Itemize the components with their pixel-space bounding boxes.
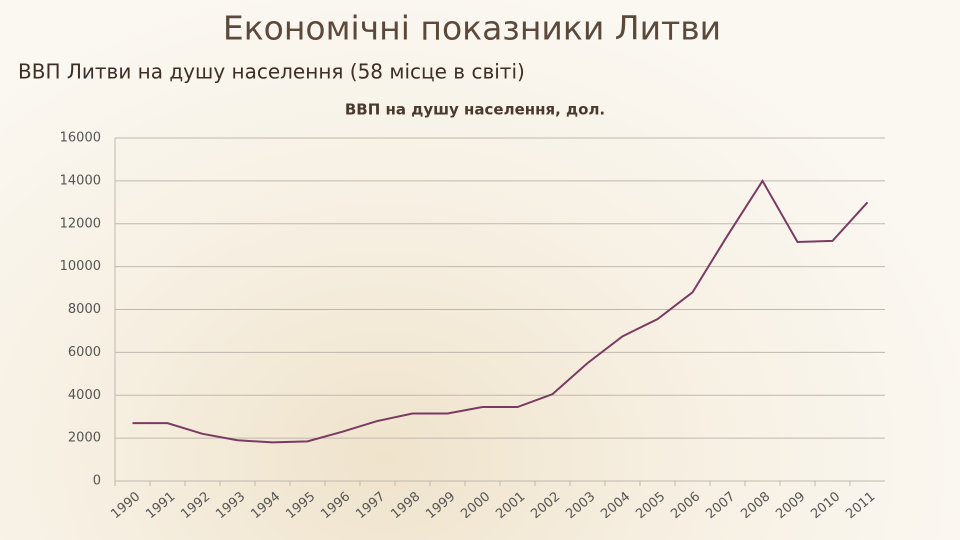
x-tick-label: 2010 [808, 489, 843, 522]
x-tick-label: 1996 [318, 489, 353, 522]
x-tick-label: 2000 [458, 489, 493, 522]
y-tick-label: 14000 [60, 173, 101, 188]
x-tick-label: 1991 [143, 489, 178, 522]
y-tick-label: 4000 [68, 388, 101, 403]
x-tick-label: 2005 [633, 489, 668, 522]
x-tick-label: 1997 [353, 489, 388, 522]
y-tick-label: 8000 [68, 302, 101, 317]
x-tick-label: 1995 [283, 489, 318, 522]
y-tick-label: 12000 [60, 216, 101, 231]
slide-title: Економічні показники Литви [223, 9, 721, 48]
slide-subtitle: ВВП Литви на душу населення (58 місце в … [18, 60, 525, 84]
x-tick-label: 2006 [668, 489, 703, 522]
x-tick-label: 2004 [598, 489, 633, 522]
x-tick-label: 1992 [178, 489, 213, 522]
x-tick-label: 2007 [703, 489, 738, 522]
y-tick-label: 0 [93, 474, 101, 489]
data-line [132, 178, 869, 444]
chart-title: ВВП на душу населення, дол. [345, 101, 605, 119]
x-tick-label: 2003 [563, 489, 598, 522]
y-tick-label: 16000 [60, 131, 101, 146]
x-tick-label: 1994 [248, 489, 283, 522]
x-tick-label: 1993 [213, 489, 248, 522]
x-tick-label: 2009 [773, 489, 808, 522]
x-tick-label: 1998 [388, 489, 423, 522]
y-tick-label: 10000 [60, 259, 101, 274]
x-tick-label: 2008 [738, 489, 773, 522]
y-tick-label: 6000 [68, 345, 101, 360]
y-tick-label: 2000 [68, 431, 101, 446]
x-tick-label: 1999 [423, 489, 458, 522]
x-tick-label: 2002 [528, 489, 563, 522]
x-tick-label: 1990 [108, 489, 143, 522]
x-tick-label: 2011 [843, 489, 878, 522]
x-tick-label: 2001 [493, 489, 528, 522]
